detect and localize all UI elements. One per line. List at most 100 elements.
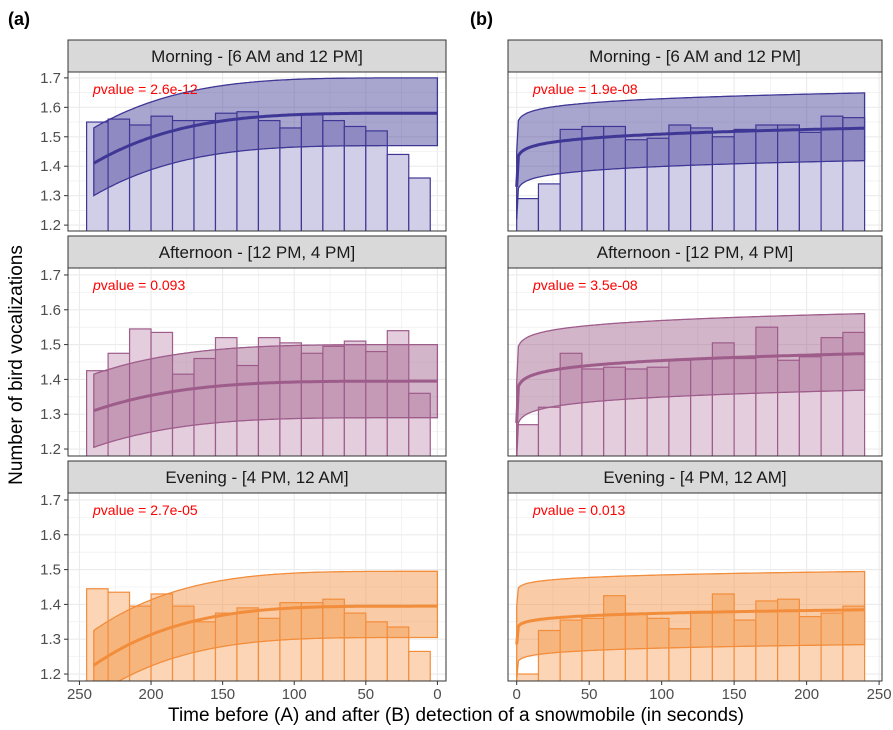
confidence-band [516, 312, 866, 456]
facet-strip-label: Morning - [6 AM and 12 PM] [589, 47, 801, 66]
facet-strip [67, 235, 447, 269]
y-tick-label: 1.2 [40, 666, 61, 683]
p-value-text: value = 2.6e-12 [101, 81, 198, 97]
p-symbol: p [532, 502, 541, 518]
bar [842, 331, 866, 456]
panels: Morning - [6 AM and 12 PM]pvalue = 2.6e-… [40, 39, 892, 703]
y-tick-label: 1.2 [40, 441, 61, 458]
p-value-label: pvalue = 3.5e-08 [532, 277, 638, 293]
y-tick-label: 1.6 [40, 99, 61, 116]
panel-data [515, 570, 866, 681]
p-symbol: p [92, 277, 101, 293]
p-value-label: pvalue = 1.9e-08 [532, 81, 638, 97]
bar [537, 406, 561, 456]
bar [516, 198, 540, 231]
facet-strip [67, 460, 447, 494]
panel-border [67, 492, 447, 682]
bar [408, 392, 431, 456]
p-value-text: value = 2.7e-05 [101, 502, 198, 518]
y-axis-title: Number of bird vocalizations [6, 245, 27, 485]
y-tick-label: 1.5 [40, 562, 61, 579]
panel-2-a: Evening - [4 PM, 12 AM] pvalue = 2.7e-05 1… [40, 460, 447, 703]
x-tick-label: 0 [513, 686, 521, 703]
bar [408, 650, 431, 681]
x-tick-label: 100 [282, 686, 307, 703]
y-tick-label: 1.2 [40, 217, 61, 234]
p-value-text: value = 3.5e-08 [541, 277, 638, 293]
facet-strip [507, 235, 883, 269]
fit-line [515, 126, 865, 187]
panel-data [515, 312, 866, 456]
panel-border [507, 267, 883, 457]
confidence-band [516, 92, 866, 220]
p-value-text: value = 0.093 [101, 277, 186, 293]
panel-1-a: Afternoon - [12 PM, 4 PM] pvalue = 0.093 1… [40, 235, 447, 458]
p-symbol: p [92, 81, 101, 97]
p-value-text: value = 0.013 [541, 502, 626, 518]
y-tick-label: 1.3 [40, 406, 61, 423]
y-tick-label: 1.5 [40, 337, 61, 354]
fit-line [515, 352, 865, 423]
confidence-band [93, 77, 439, 197]
facet-strip [67, 39, 447, 73]
bar [842, 117, 866, 231]
x-tick-label: 50 [357, 686, 374, 703]
panel-data [86, 328, 439, 456]
panel-0-a: Morning - [6 AM and 12 PM] pvalue = 2.6e-… [40, 39, 447, 234]
p-value-text: value = 1.9e-08 [541, 81, 638, 97]
fit-line [92, 604, 438, 667]
fit-line [515, 608, 865, 645]
y-tick-label: 1.4 [40, 158, 61, 175]
bar [842, 605, 866, 681]
bar [386, 153, 410, 231]
facet-strip-label: Morning - [6 AM and 12 PM] [151, 47, 363, 66]
facet-strip-label: Afternoon - [12 PM, 4 PM] [597, 243, 794, 262]
bar [408, 177, 431, 231]
p-symbol: p [92, 502, 101, 518]
fit-line [93, 111, 438, 165]
panel-border [67, 267, 447, 457]
panel-border [507, 71, 883, 232]
facet-strip-label: Evening - [4 PM, 12 AM] [603, 468, 786, 487]
panel-data [86, 570, 439, 681]
p-value-label: pvalue = 2.6e-12 [92, 81, 198, 97]
facet-strip [507, 39, 883, 73]
y-tick-label: 1.7 [40, 492, 61, 509]
panel-0-b: Morning - [6 AM and 12 PM] pvalue = 1.9e-… [507, 39, 883, 232]
panel-data [515, 92, 866, 231]
confidence-band [93, 570, 439, 681]
panel-2-b: Evening - [4 PM, 12 AM] pvalue = 0.013 0 50… [507, 460, 892, 703]
panel-border [507, 492, 883, 682]
x-tick-label: 250 [867, 686, 892, 703]
x-tick-label: 150 [722, 686, 747, 703]
p-value-label: pvalue = 2.7e-05 [92, 502, 198, 518]
x-tick-label: 100 [649, 686, 674, 703]
x-tick-label: 200 [139, 686, 164, 703]
panel-tag-a: (a) [8, 9, 30, 29]
y-tick-label: 1.3 [40, 188, 61, 205]
confidence-band [93, 343, 439, 449]
x-tick-label: 50 [581, 686, 598, 703]
y-tick-label: 1.6 [40, 302, 61, 319]
panel-1-b: Afternoon - [12 PM, 4 PM] pvalue = 3.5e-0… [507, 235, 883, 457]
y-tick-label: 1.7 [40, 70, 61, 87]
facet-strip [507, 460, 883, 494]
facet-strip-label: Afternoon - [12 PM, 4 PM] [159, 243, 356, 262]
p-symbol: p [532, 81, 541, 97]
x-tick-label: 250 [67, 686, 92, 703]
facet-strip-label: Evening - [4 PM, 12 AM] [165, 468, 348, 487]
p-value-label: pvalue = 0.013 [532, 502, 625, 518]
x-axis-title: Time before (A) and after (B) detection … [168, 705, 744, 726]
y-tick-label: 1.4 [40, 596, 61, 613]
x-tick-label: 0 [433, 686, 441, 703]
panel-border [67, 71, 447, 232]
fit-line [93, 379, 438, 413]
p-value-label: pvalue = 0.093 [92, 277, 185, 293]
confidence-band [516, 570, 866, 680]
panel-data [86, 77, 439, 231]
panel-tag-b: (b) [470, 9, 493, 29]
y-tick-label: 1.4 [40, 371, 61, 388]
bar [516, 673, 540, 681]
bar [537, 183, 561, 231]
